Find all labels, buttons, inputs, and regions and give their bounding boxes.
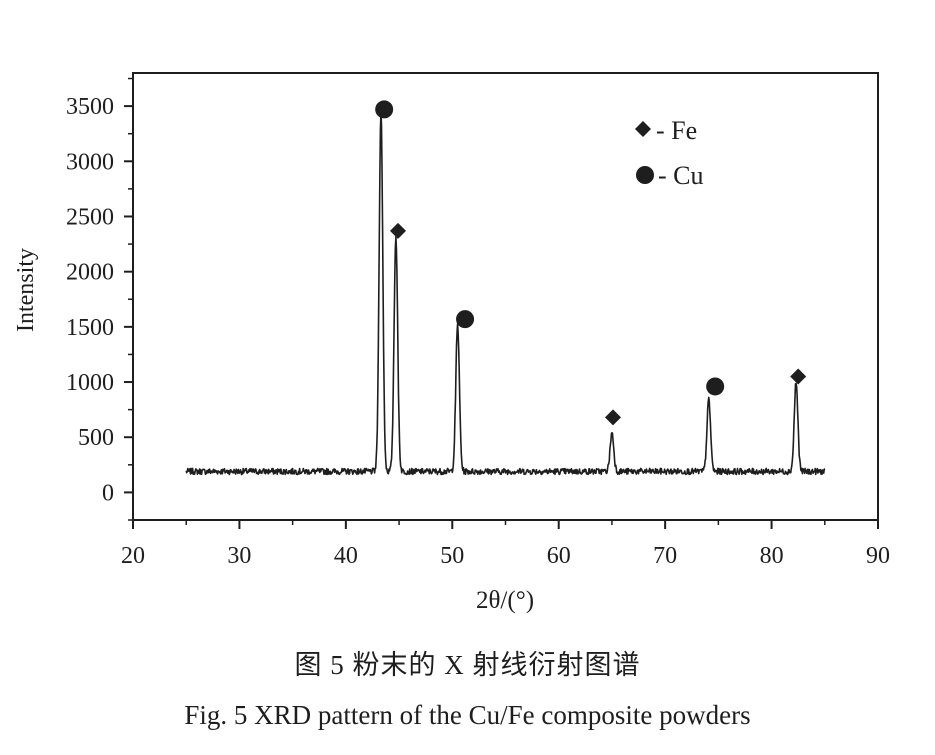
- y-tick-label: 2000: [66, 260, 114, 286]
- y-tick-label: 500: [78, 425, 114, 451]
- x-tick-label: 40: [334, 543, 358, 569]
- y-tick-label: 3500: [66, 94, 114, 120]
- cu-peak-marker-icon: [375, 100, 394, 119]
- y-tick-label: 2500: [66, 204, 114, 230]
- y-axis-ticks: [124, 77, 133, 521]
- legend-cu-label: - Cu: [658, 161, 704, 190]
- xrd-pattern-line: [185, 111, 826, 476]
- fe-peak-marker-icon: [790, 368, 807, 385]
- x-tick-label: 70: [653, 543, 677, 569]
- fe-peak-marker-icon: [604, 409, 621, 426]
- fe-peak-marker-icon: [390, 222, 407, 239]
- y-axis-tick-labels: 0 500 1000 1500 2000 2500 3000 3500: [66, 94, 114, 506]
- x-tick-label: 90: [866, 543, 890, 569]
- figure-caption-english: Fig. 5 XRD pattern of the Cu/Fe composit…: [184, 700, 751, 730]
- y-tick-label: 1000: [66, 370, 114, 396]
- x-axis-tick-labels: 20 30 40 50 60 70 80 90: [121, 543, 890, 569]
- phase-markers: [375, 100, 807, 426]
- cu-peak-marker-icon: [706, 377, 725, 396]
- x-tick-label: 20: [121, 543, 145, 569]
- plot-frame: [132, 72, 879, 521]
- y-tick-label: 0: [102, 480, 114, 506]
- cu-peak-marker-icon: [456, 310, 475, 329]
- y-tick-label: 3000: [66, 149, 114, 175]
- y-tick-label: 1500: [66, 315, 114, 341]
- legend-fe-diamond-icon: [635, 121, 651, 137]
- legend-fe-label: - Fe: [656, 116, 697, 145]
- plot-frame-group: [132, 72, 879, 521]
- figure-caption-chinese: 图 5 粉末的 X 射线衍射图谱: [294, 650, 641, 680]
- legend: - Fe - Cu: [635, 116, 704, 190]
- x-axis-label: 2θ/(°): [476, 587, 534, 614]
- x-tick-label: 80: [760, 543, 784, 569]
- y-axis-label: Intensity: [13, 248, 39, 332]
- x-axis-ticks: [132, 520, 879, 529]
- x-tick-label: 50: [440, 543, 464, 569]
- x-tick-label: 30: [227, 543, 251, 569]
- legend-cu-circle-icon: [636, 166, 654, 184]
- x-tick-label: 60: [547, 543, 571, 569]
